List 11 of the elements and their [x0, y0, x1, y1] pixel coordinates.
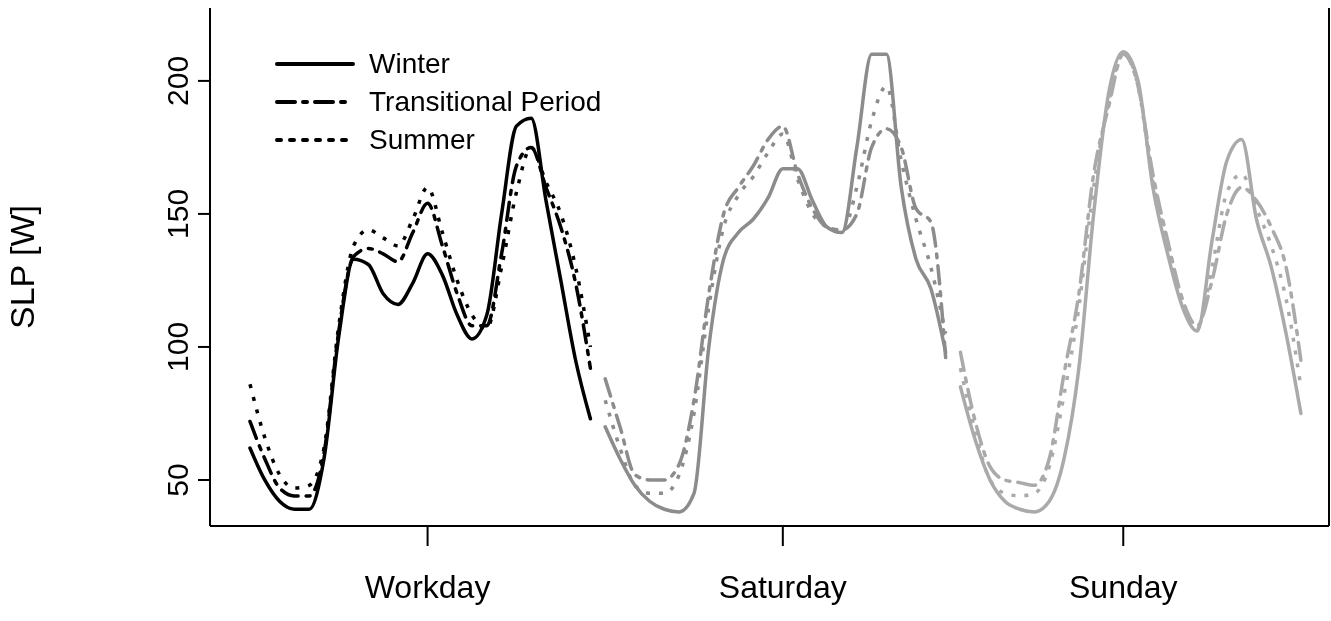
x-tick-label: Saturday [718, 569, 847, 605]
legend-label: Transitional Period [369, 86, 602, 118]
y-tick-label: 50 [161, 463, 194, 497]
legend-label: Summer [369, 124, 475, 156]
y-tick-label: 200 [161, 55, 194, 106]
x-tick-label: Workday [364, 569, 491, 605]
legend-label: Winter [369, 48, 450, 80]
y-tick-label: 150 [161, 188, 194, 239]
y-axis-title: SLP [W] [3, 204, 42, 330]
y-tick-label: 100 [161, 321, 194, 372]
x-tick-label: Sunday [1068, 569, 1178, 605]
